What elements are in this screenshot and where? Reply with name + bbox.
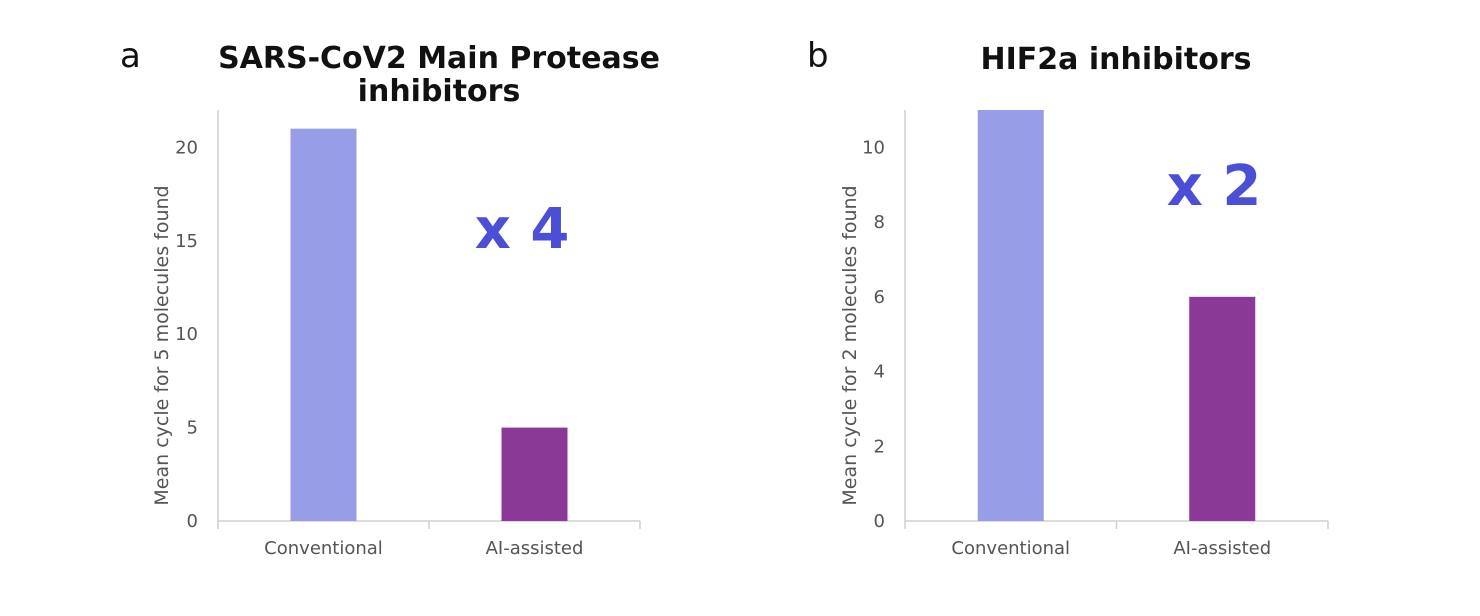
y-tick-label: 15 [175, 231, 198, 252]
y-tick-label: 0 [874, 511, 885, 532]
fold-change-annotation: x 2 [1167, 154, 1262, 219]
bar-conventional [290, 128, 357, 521]
y-tick-label: 20 [175, 137, 198, 158]
panel-letter: a [120, 36, 141, 76]
y-tick-label: 4 [874, 362, 885, 383]
chart-title-line: inhibitors [358, 74, 521, 109]
y-axis-label: Mean cycle for 2 molecules found [839, 185, 861, 505]
y-axis-label: Mean cycle for 5 molecules found [151, 185, 173, 505]
panel-letter: b [807, 36, 829, 76]
y-tick-label: 10 [175, 324, 198, 345]
chart-title-line: HIF2a inhibitors [981, 42, 1252, 77]
y-tick-label: 2 [874, 436, 885, 457]
bar-conventional [977, 110, 1044, 521]
chart-panel-b: b HIF2a inhibitors 0 2 4 6 8 10 Conventional AI-a… [807, 36, 1329, 559]
y-tick-label: 0 [187, 511, 198, 532]
x-category-label: AI-assisted [486, 538, 584, 559]
x-category-label: AI-assisted [1173, 538, 1271, 559]
bar-ai-assisted [501, 427, 568, 521]
x-category-label: Conventional [951, 538, 1070, 559]
y-tick-label: 8 [874, 212, 885, 233]
x-category-label: Conventional [264, 538, 383, 559]
y-tick-label: 6 [874, 287, 885, 308]
y-tick-label: 10 [862, 137, 885, 158]
y-tick-label: 5 [187, 418, 198, 439]
fold-change-annotation: x 4 [475, 197, 570, 262]
bar-ai-assisted [1189, 296, 1256, 521]
chart-title-line: SARS-CoV2 Main Protease [218, 41, 660, 76]
